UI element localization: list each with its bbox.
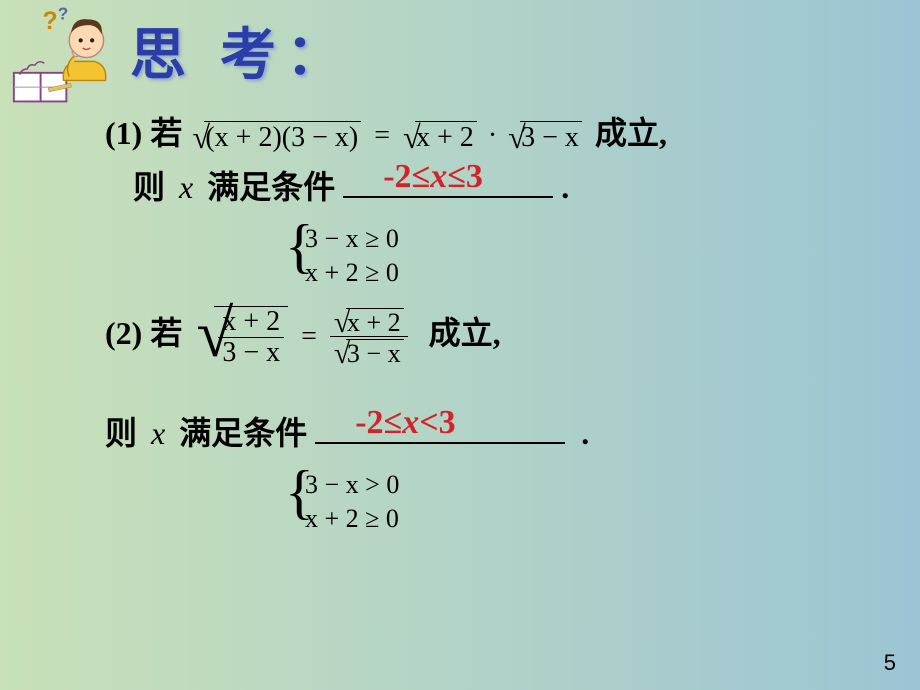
svg-text:?: ? xyxy=(43,8,58,35)
slide: ? ? 思 考： (1) 若 √(x + 2)(3 − x) = √x + 2 … xyxy=(0,0,920,690)
p1-line1: (1) 若 √(x + 2)(3 − x) = √x + 2 · √3 − x … xyxy=(105,108,885,162)
p2-system: { 3 − x > 0 x + 2 ≥ 0 xyxy=(305,468,885,536)
p2-line1: (2) 若 √ x + 2 3 − x = √x xyxy=(105,306,885,386)
p2-line2: 则 x 满足条件 -2≤x<3 . xyxy=(105,408,885,456)
p1-system: { 3 − x ≥ 0 x + 2 ≥ 0 xyxy=(305,222,885,298)
p2-expr: √ x + 2 3 − x = √x + 2 √3 − x xyxy=(194,319,414,350)
p1-suffix: 成立, xyxy=(595,115,667,151)
p1-line2: 则 x 满足条件 -2≤x≤3 . xyxy=(133,162,885,210)
slide-title: 思 考： xyxy=(130,10,342,91)
p1-expr: √(x + 2)(3 − x) = √x + 2 · √3 − x xyxy=(190,120,589,151)
p2-suffix: 成立, xyxy=(429,315,501,351)
p2-blank: -2≤x<3 xyxy=(315,412,565,444)
p2-label: (2) xyxy=(105,315,142,351)
title-colon: ： xyxy=(286,25,342,87)
p1-label: (1) xyxy=(105,115,142,151)
p2-answer: -2≤x<3 xyxy=(355,404,455,442)
p1-prefix: 若 xyxy=(150,115,182,151)
p2-prefix: 若 xyxy=(150,315,182,351)
page-number: 5 xyxy=(884,650,896,676)
thinking-boy-icon: ? ? xyxy=(6,6,121,111)
p1-blank: -2≤x≤3 xyxy=(343,166,553,198)
title-text: 思 考 xyxy=(130,25,286,87)
slide-body: (1) 若 √(x + 2)(3 − x) = √x + 2 · √3 − x … xyxy=(105,108,885,536)
svg-text:?: ? xyxy=(58,6,69,23)
p1-answer: -2≤x≤3 xyxy=(383,158,483,196)
